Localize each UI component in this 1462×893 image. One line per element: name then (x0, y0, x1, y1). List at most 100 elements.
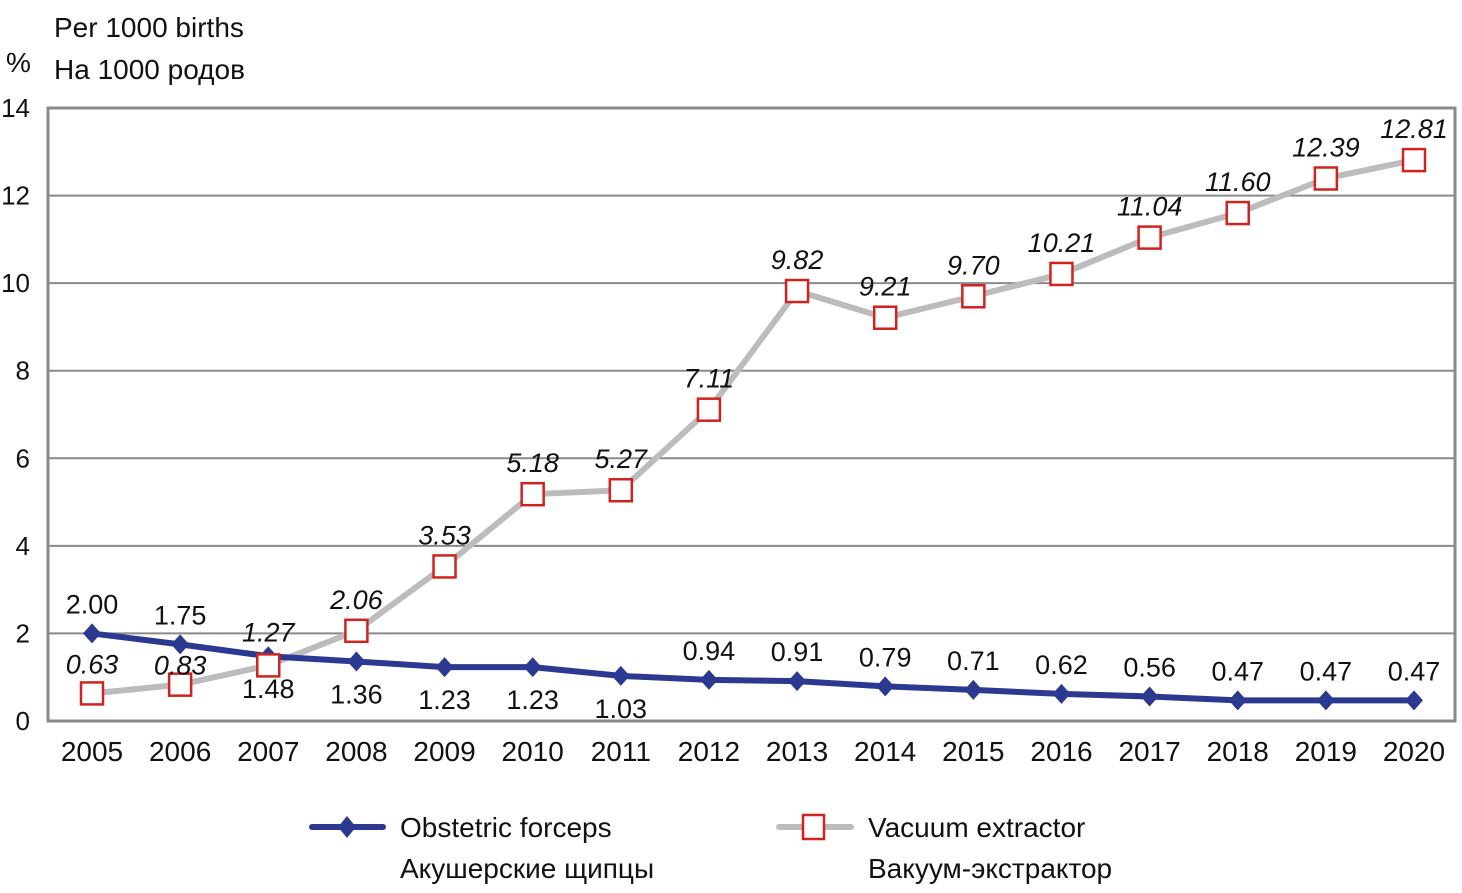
x-tick-label: 2014 (854, 736, 916, 767)
y-axis-ticks: 0 2 4 6 8 10 12 14 (1, 93, 30, 736)
forceps-data-label: 0.47 (1388, 656, 1441, 686)
legend-label-forceps-ru: Акушерские щипцы (400, 853, 654, 884)
x-tick-label: 2011 (591, 736, 651, 767)
vacuum-data-label: 9.82 (771, 245, 824, 275)
vacuum-data-point (344, 618, 369, 644)
forceps-data-label: 0.79 (859, 642, 912, 672)
vacuum-data-label: 5.18 (506, 448, 559, 478)
forceps-data-point (1228, 690, 1247, 711)
forceps-data-point (964, 679, 983, 700)
vacuum-data-point (432, 554, 457, 579)
forceps-data-point (1052, 683, 1071, 704)
vacuum-data-label: 0.63 (66, 649, 119, 679)
forceps-series-line (91, 630, 1414, 704)
y-tick-label: 10 (1, 268, 30, 298)
vacuum-data-label: 11.60 (1205, 167, 1271, 197)
forceps-data-label: 0.71 (947, 646, 1000, 676)
y-tick-label: 6 (16, 443, 30, 473)
x-tick-label: 2006 (149, 736, 211, 767)
gridlines (48, 194, 1455, 635)
forceps-data-point (523, 657, 542, 678)
vacuum-data-point (1401, 147, 1427, 173)
vacuum-data-label: 3.53 (418, 520, 471, 550)
vacuum-data-label: 0.83 (154, 651, 207, 681)
vacuum-data-label: 12.81 (1380, 114, 1448, 144)
x-tick-label: 2005 (61, 736, 123, 767)
legend: Obstetric forceps Акушерские щипцы Vacuu… (309, 812, 1112, 884)
vacuum-data-point (1225, 200, 1250, 226)
forceps-data-label: 0.94 (683, 636, 736, 666)
forceps-data-point (171, 634, 190, 655)
vacuum-data-point (520, 481, 545, 507)
x-tick-label: 2017 (1118, 736, 1180, 767)
y-tick-label: 2 (16, 618, 30, 648)
forceps-data-point (347, 651, 366, 672)
forceps-data-point (1316, 690, 1335, 711)
forceps-data-point (435, 657, 454, 678)
x-tick-label: 2010 (502, 736, 564, 767)
forceps-data-point (699, 669, 718, 690)
vacuum-data-point (256, 653, 281, 678)
x-tick-label: 2016 (1030, 736, 1092, 767)
legend-item-forceps: Obstetric forceps Акушерские щипцы (309, 812, 654, 884)
vacuum-data-label: 10.21 (1028, 228, 1096, 258)
vacuum-data-point (608, 477, 634, 503)
y-tick-label: 8 (16, 356, 30, 386)
vacuum-data-point (79, 681, 105, 706)
square-marker-icon (801, 813, 826, 841)
vacuum-data-label: 1.27 (242, 617, 296, 647)
vacuum-data-point (1313, 166, 1339, 191)
vacuum-data-label: 9.70 (947, 250, 1000, 280)
y-tick-label: 14 (1, 93, 30, 123)
y-tick-label: 4 (16, 531, 30, 561)
forceps-data-label: 0.47 (1300, 656, 1353, 686)
vacuum-data-point (872, 305, 898, 330)
forceps-data-point (611, 665, 630, 686)
forceps-data-label: 0.62 (1035, 650, 1088, 680)
plot-frame (46, 106, 1457, 723)
vacuum-data-label: 2.06 (329, 585, 384, 615)
forceps-data-label: 1.23 (506, 685, 559, 715)
vacuum-data-label: 12.39 (1292, 132, 1360, 162)
vacuum-data-label: 9.21 (859, 272, 912, 302)
x-tick-label: 2019 (1295, 736, 1357, 767)
forceps-data-label: 1.75 (154, 600, 207, 630)
x-tick-label: 2009 (413, 736, 475, 767)
forceps-data-label: 0.56 (1123, 652, 1176, 682)
forceps-data-point (788, 671, 807, 692)
forceps-data-label: 2.00 (66, 589, 119, 619)
vacuum-data-label: 7.11 (684, 364, 735, 394)
vacuum-data-point (961, 284, 986, 309)
forceps-data-point (1405, 690, 1423, 711)
x-tick-label: 2008 (325, 736, 387, 767)
vacuum-data-label: 5.27 (595, 444, 649, 474)
vacuum-data-point (696, 397, 722, 422)
y-tick-label: 12 (1, 181, 30, 211)
forceps-data-point (83, 623, 101, 644)
legend-label-vacuum-en: Vacuum extractor (868, 812, 1085, 843)
forceps-data-label: 1.36 (330, 679, 383, 709)
vacuum-data-point (1137, 225, 1162, 250)
diamond-marker-icon (338, 816, 356, 838)
x-tick-label: 2020 (1383, 736, 1445, 767)
x-tick-label: 2007 (237, 736, 299, 767)
unit-symbol: % (6, 47, 31, 78)
forceps-data-label: 1.23 (418, 685, 471, 715)
y-tick-label: 0 (16, 706, 30, 736)
x-tick-label: 2015 (942, 736, 1004, 767)
forceps-data-point (876, 676, 895, 697)
x-tick-label: 2018 (1207, 736, 1269, 767)
forceps-data-label: 1.03 (595, 694, 648, 724)
vacuum-data-point (784, 278, 810, 304)
legend-item-vacuum: Vacuum extractor Вакуум-экстрактор (776, 812, 1112, 884)
forceps-data-label: 0.91 (771, 637, 824, 667)
x-axis-ticks: 2005 2006 2007 2008 2009 2010 2011 2012 2013 2014… (61, 736, 1445, 767)
legend-label-forceps-en: Obstetric forceps (400, 812, 612, 843)
y-axis-label-ru: На 1000 родов (54, 54, 245, 85)
legend-label-vacuum-ru: Вакуум-экстрактор (868, 853, 1112, 884)
y-axis-label-en: Per 1000 births (54, 12, 244, 43)
vacuum-data-point (1049, 261, 1074, 287)
vacuum-data-point (167, 672, 193, 697)
forceps-data-point (1140, 686, 1159, 707)
forceps-data-label: 1.48 (242, 674, 295, 704)
